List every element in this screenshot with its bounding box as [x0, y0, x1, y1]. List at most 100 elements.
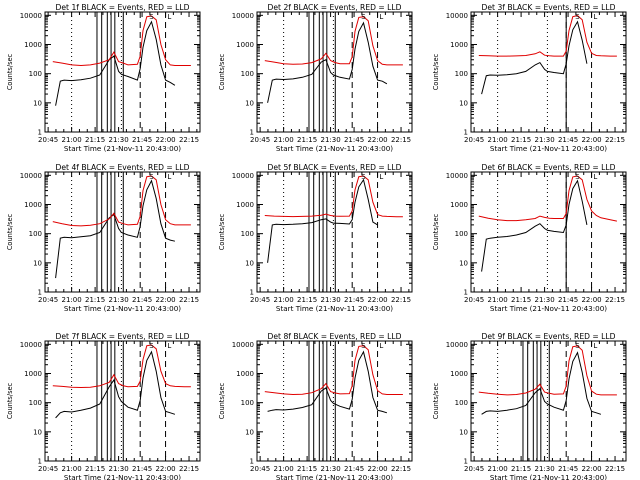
x-axis-label: Start Time (21-Nov-11 20:43:00) [276, 144, 393, 153]
x-tick-label: 21:30 [534, 296, 554, 304]
y-axis-label: Counts/sec [6, 382, 14, 419]
y-tick-label: 100 [241, 399, 254, 407]
panel-det-1: Det 1f BLACK = Events, RED = LLD Start Ti… [6, 3, 201, 153]
x-tick-label: 21:45 [344, 465, 364, 473]
x-tick-label: 21:45 [558, 136, 578, 144]
y-axis-label: Counts/sec [6, 213, 14, 250]
panel-det-8: Det 8f BLACK = Events, RED = LLD Start Ti… [218, 332, 413, 480]
x-axis-label: Start Time (21-Nov-11 20:43:00) [490, 304, 607, 313]
y-tick-label: 10 [245, 428, 254, 436]
plot-frame [256, 340, 413, 462]
events-trace [55, 350, 176, 419]
corner-mark-l: L [379, 13, 383, 21]
x-tick-label: 22:15 [391, 465, 411, 473]
y-tick-label: 1000 [236, 201, 254, 209]
corner-mark-l: L [167, 13, 171, 21]
y-tick-label: 1000 [24, 41, 42, 49]
panel-title: Det 8f BLACK = Events, RED = LLD [268, 332, 402, 341]
x-tick-label: 21:45 [344, 136, 364, 144]
x-tick-label: 20:45 [38, 296, 58, 304]
x-axis-label: Start Time (21-Nov-11 20:43:00) [64, 144, 181, 153]
y-tick-label: 10000 [232, 12, 254, 20]
y-tick-label: 1 [464, 289, 468, 297]
corner-mark-s: S [575, 13, 580, 21]
panel-title: Det 6f BLACK = Events, RED = LLD [482, 163, 616, 172]
panel-title: Det 3f BLACK = Events, RED = LLD [482, 3, 616, 12]
corner-mark-s: S [361, 173, 366, 181]
y-tick-label: 10 [245, 99, 254, 107]
x-tick-label: 22:15 [179, 465, 199, 473]
x-tick-label: 21:30 [534, 465, 554, 473]
x-tick-label: 22:00 [155, 136, 175, 144]
panel-title: Det 2f BLACK = Events, RED = LLD [268, 3, 402, 12]
plot-frame [470, 171, 627, 293]
events-trace [267, 21, 388, 103]
y-axis-label: Counts/sec [6, 53, 14, 90]
lld-trace [52, 175, 191, 227]
corner-mark-l: L [593, 173, 597, 181]
y-tick-label: 100 [29, 399, 42, 407]
plot-frame [256, 171, 413, 293]
y-tick-label: 10 [33, 428, 42, 436]
y-tick-label: 10 [33, 99, 42, 107]
x-tick-label: 22:00 [581, 136, 601, 144]
panel-det-9: Det 9f BLACK = Events, RED = LLD Start Ti… [432, 332, 627, 480]
x-tick-label: 21:30 [534, 136, 554, 144]
x-tick-label: 21:00 [62, 136, 82, 144]
events-trace [267, 350, 388, 414]
x-tick-label: 21:45 [344, 296, 364, 304]
plot-frame [44, 340, 201, 462]
x-tick-label: 22:00 [581, 296, 601, 304]
y-axis-label: Counts/sec [432, 53, 440, 90]
x-tick-label: 21:30 [108, 465, 128, 473]
y-tick-label: 1000 [236, 41, 254, 49]
x-tick-label: 21:15 [511, 136, 531, 144]
x-tick-label: 21:30 [320, 136, 340, 144]
corner-mark-s: S [149, 173, 154, 181]
corner-mark-s: S [149, 342, 154, 350]
lld-trace [264, 16, 403, 66]
x-tick-label: 21:30 [108, 136, 128, 144]
panel-title: Det 9f BLACK = Events, RED = LLD [482, 332, 616, 341]
y-tick-label: 10000 [232, 341, 254, 349]
corner-mark-l: L [593, 342, 597, 350]
y-tick-label: 1 [250, 289, 254, 297]
events-trace [481, 20, 588, 95]
panel-det-2: Det 2f BLACK = Events, RED = LLD Start Ti… [218, 3, 413, 153]
x-tick-label: 21:00 [488, 465, 508, 473]
x-tick-label: 22:15 [391, 136, 411, 144]
y-tick-label: 1 [250, 129, 254, 137]
lld-trace [264, 175, 403, 218]
x-tick-label: 20:45 [464, 296, 484, 304]
x-tick-label: 21:00 [274, 465, 294, 473]
lld-trace [52, 344, 191, 389]
x-tick-label: 20:45 [250, 296, 270, 304]
y-tick-label: 10000 [446, 12, 468, 20]
x-tick-label: 21:45 [132, 296, 152, 304]
y-tick-label: 1 [38, 129, 42, 137]
y-axis-label: Counts/sec [432, 382, 440, 419]
x-tick-label: 20:45 [250, 465, 270, 473]
x-tick-label: 22:15 [179, 136, 199, 144]
x-tick-label: 21:15 [511, 465, 531, 473]
events-trace [55, 20, 176, 106]
y-tick-label: 100 [455, 70, 468, 78]
panel-title: Det 1f BLACK = Events, RED = LLD [56, 3, 190, 12]
x-tick-label: 21:45 [558, 296, 578, 304]
corner-mark-l: L [167, 342, 171, 350]
x-tick-label: 20:45 [38, 136, 58, 144]
y-tick-label: 100 [29, 230, 42, 238]
y-tick-label: 10 [459, 99, 468, 107]
x-tick-label: 21:45 [558, 465, 578, 473]
lld-trace [478, 175, 618, 222]
y-tick-label: 100 [241, 230, 254, 238]
x-tick-label: 21:15 [85, 465, 105, 473]
y-tick-label: 10000 [446, 341, 468, 349]
x-tick-label: 21:00 [274, 136, 294, 144]
corner-mark-s: S [361, 342, 366, 350]
x-tick-label: 21:30 [320, 465, 340, 473]
plot-frame [256, 11, 413, 133]
y-tick-label: 10000 [20, 341, 42, 349]
y-tick-label: 10000 [446, 172, 468, 180]
